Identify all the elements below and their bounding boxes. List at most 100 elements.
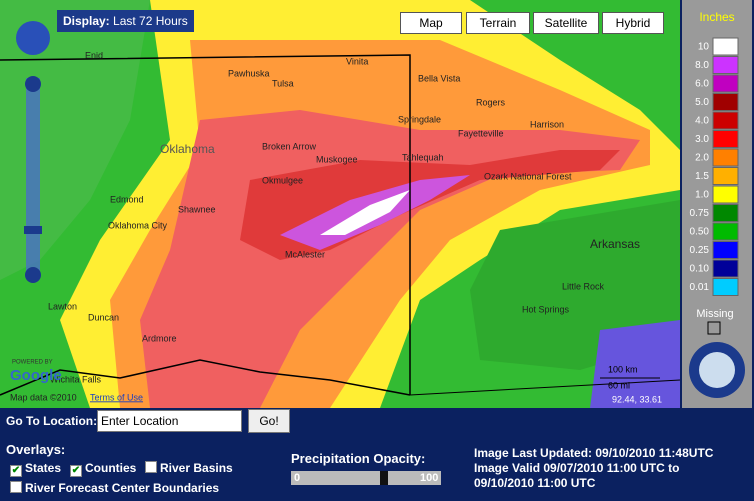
image-updated: Image Last Updated: 09/10/2010 11:48UTC [474,446,714,460]
legend-label: 0.75 [690,208,710,219]
legend-swatch [712,56,739,74]
place: Oklahoma [160,142,215,156]
image-valid: Image Valid 09/07/2010 11:00 UTC to [474,461,680,475]
place: Broken Arrow [262,141,317,151]
go-button[interactable]: Go! [248,409,290,433]
overlay-label: States [25,461,62,475]
checkbox[interactable]: ✔ [70,465,82,477]
opacity-max: 100 [420,472,439,484]
zoom-thumb[interactable] [24,226,42,234]
overlay-option[interactable]: River Basins [145,461,233,475]
legend-swatch [712,241,739,259]
opacity-title: Precipitation Opacity: [291,451,426,466]
terms-link[interactable]: Terms of Use [90,392,143,402]
display-label: Display: [63,14,110,28]
map-type-button[interactable]: Map [400,12,462,34]
legend-label: 4.0 [695,116,709,127]
map-type-button[interactable]: Hybrid [602,12,664,34]
opacity-min: 0 [294,472,301,484]
display-value: Last 72 Hours [113,14,188,28]
legend-swatch [712,185,739,204]
legend-label: 5.0 [695,97,709,108]
legend-swatch [712,167,739,185]
legend-label: 3.0 [695,134,709,145]
legend-label: 8.0 [695,60,709,71]
opacity-thumb[interactable] [380,471,389,485]
overlay-label: Counties [85,461,137,475]
place: Tahlequah [402,152,444,162]
google-logo: Google [10,367,62,384]
overlay-option[interactable]: ✔ States [10,461,61,477]
legend-label: 1.0 [695,190,709,201]
legend-swatch [712,222,739,241]
legend-swatch [712,204,739,222]
map: Enid Tulsa Broken Arrow Okmulgee Muskoge… [0,0,680,408]
place: Ardmore [142,333,177,343]
legend-swatch [712,148,739,167]
legend-missing: Missing [696,308,733,320]
place: Vinita [346,56,368,66]
place: Arkansas [590,237,640,251]
place: Duncan [88,312,119,322]
opacity-slider[interactable] [291,471,441,485]
checkbox[interactable]: ✔ [10,465,22,477]
place: McAlester [285,249,325,259]
place: Harrison [530,119,564,129]
coordinates: 92.44, 33.61 [612,394,662,404]
nws-logo-inner [699,352,735,388]
place: Tulsa [272,78,294,88]
place: Pawhuska [228,68,270,78]
scale-km: 100 km [608,364,638,374]
powered-by: POWERED BY [12,360,53,366]
legend-label: 10 [698,42,710,53]
legend-swatch [712,111,739,130]
pan-control[interactable] [16,21,50,55]
place: Oklahoma City [108,220,168,230]
legend-label: 0.25 [690,245,710,256]
place: Wichita Falls [50,374,102,384]
place: Rogers [476,97,506,107]
place: Fayetteville [458,128,504,138]
legend-swatch [712,130,739,148]
display-box: Display: Last 72 Hours [57,10,194,32]
place: Ozark National Forest [484,171,572,181]
zoom-in[interactable] [25,76,41,92]
go-to-label: Go To Location: [6,414,98,428]
zoom-slider[interactable] [26,78,40,278]
legend-swatch [712,93,739,111]
place: Edmond [110,194,144,204]
legend-label: 1.5 [695,171,709,182]
place: Muskogee [316,154,358,164]
place: Enid [85,50,103,60]
overlay-label: River Basins [160,461,233,475]
legend-swatch [712,74,739,93]
zoom-out[interactable] [25,267,41,283]
place: Hot Springs [522,304,570,314]
overlay-option[interactable]: River Forecast Center Boundaries [10,481,219,495]
place: Little Rock [562,281,605,291]
checkbox[interactable] [145,461,157,473]
legend-title: Inches [699,10,734,24]
legend-label: 6.0 [695,79,709,90]
place: Shawnee [178,204,216,214]
legend-swatch [712,278,739,296]
map-type-button[interactable]: Satellite [533,12,599,34]
overlay-label: River Forecast Center Boundaries [25,481,220,495]
attribution: Map data ©2010 [10,392,77,402]
image-valid: 09/10/2010 11:00 UTC [474,476,596,490]
overlays-title: Overlays: [6,442,66,457]
location-input[interactable]: Enter Location [97,410,242,432]
checkbox[interactable] [10,481,22,493]
legend-label: 0.50 [690,227,710,238]
place: Lawton [48,301,77,311]
place: Bella Vista [418,73,460,83]
overlay-option[interactable]: ✔ Counties [70,461,136,477]
place: Springdale [398,114,441,124]
legend-swatch [712,259,739,278]
legend-swatch [712,37,739,56]
legend-label: 0.10 [690,264,710,275]
legend-label: 0.01 [690,282,710,293]
scale-mi: 60 mi [608,380,630,390]
map-type-button[interactable]: Terrain [466,12,530,34]
